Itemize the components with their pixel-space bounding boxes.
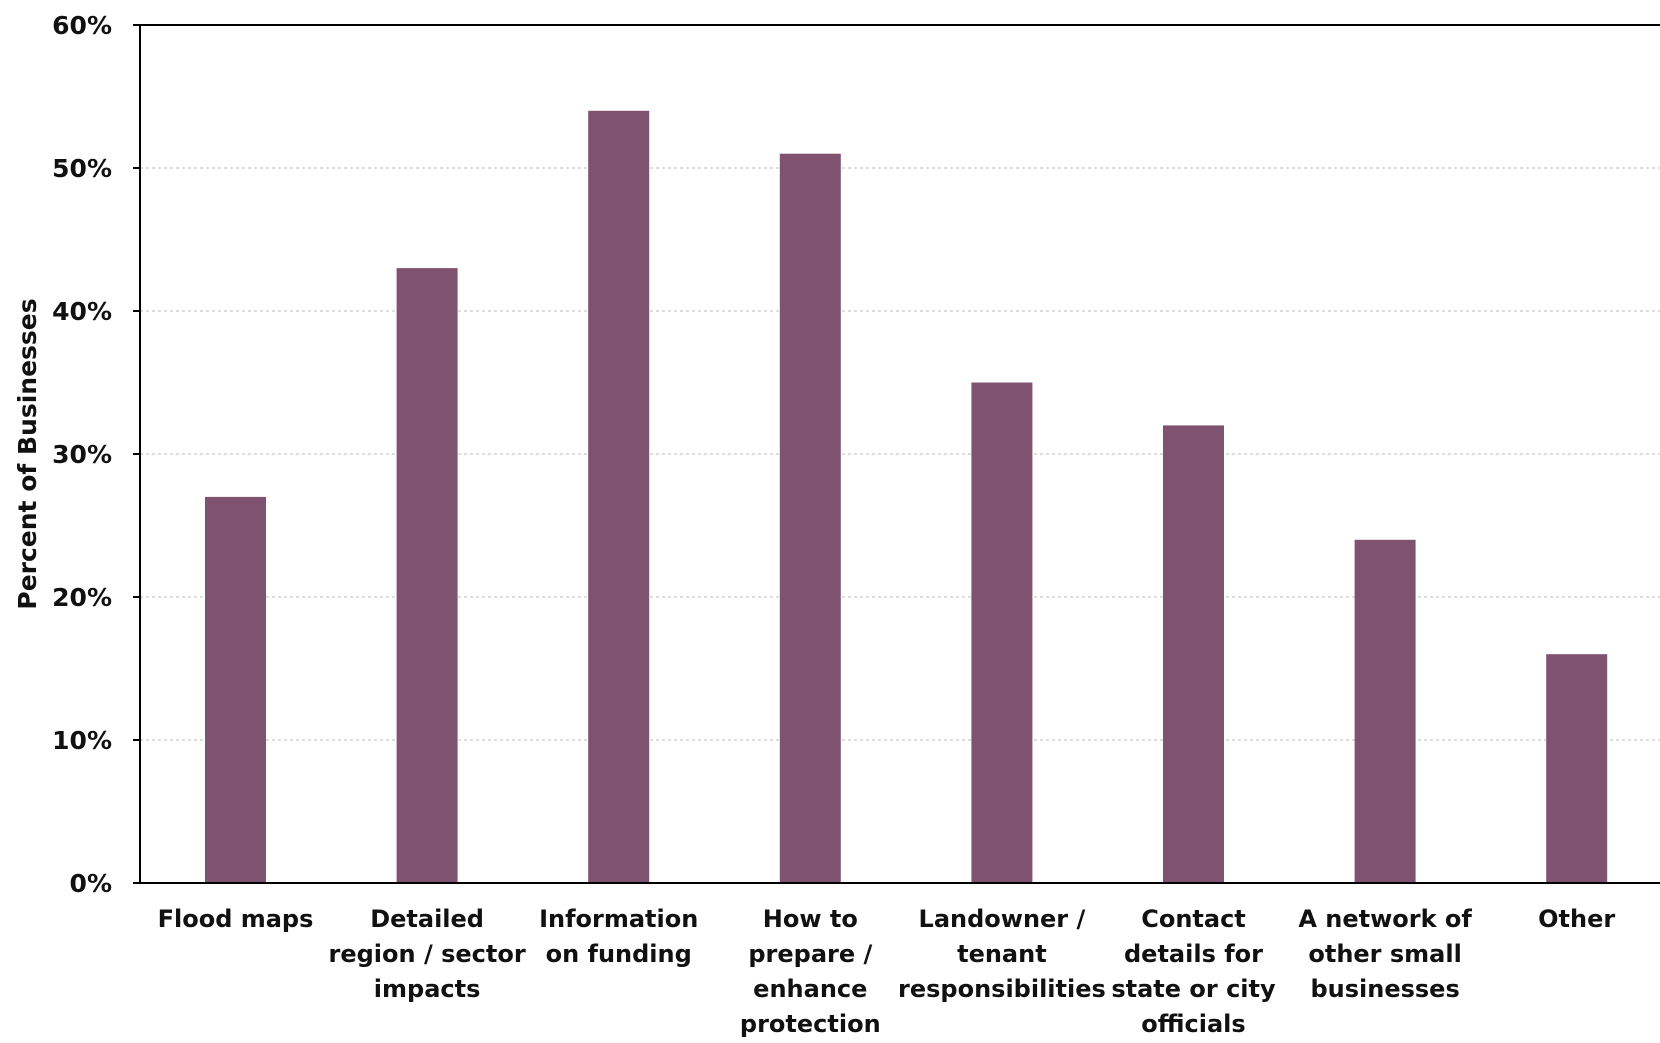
bar: [779, 153, 841, 883]
x-category-label-line: Contact: [1141, 905, 1246, 933]
x-category-label-line: Detailed: [370, 905, 484, 933]
bar: [588, 110, 650, 884]
x-category-label-line: tenant: [957, 940, 1047, 968]
x-category-label-line: businesses: [1310, 975, 1459, 1003]
x-category-label: Detailed region / sector impacts: [329, 905, 526, 1003]
bar: [1354, 539, 1416, 883]
x-category-label-line: region / sector: [329, 940, 526, 968]
y-tick-label: 20%: [52, 583, 112, 612]
x-category-label-line: Other: [1538, 905, 1615, 933]
y-tick-label: 10%: [52, 726, 112, 755]
y-axis-title: Percent of Businesses: [13, 298, 42, 609]
bar: [1546, 654, 1608, 883]
x-category-label: Contact details for state or city officials: [1111, 905, 1276, 1038]
bar: [1163, 425, 1224, 883]
x-category-label: How to prepare / enhance protection: [740, 905, 881, 1038]
x-category-label-line: responsibilities: [898, 975, 1106, 1003]
y-tick-label: 30%: [52, 440, 112, 469]
x-category-label-line: Flood maps: [158, 905, 314, 933]
x-category-label-line: A network of: [1298, 905, 1472, 933]
y-tick-label: 40%: [52, 297, 112, 326]
x-category-label-line: other small: [1308, 940, 1461, 968]
x-category-label-line: details for: [1124, 940, 1263, 968]
x-category-label-line: Landowner /: [919, 905, 1086, 933]
x-category-label: A network of other small businesses: [1298, 905, 1472, 1003]
x-category-label-line: prepare /: [748, 940, 872, 968]
bar: [971, 382, 1033, 883]
y-tick-label: 50%: [52, 154, 112, 183]
x-category-label-line: enhance: [753, 975, 867, 1003]
bars: [205, 110, 1608, 884]
x-category-label: Flood maps: [158, 905, 314, 933]
y-tick-label: 0%: [70, 869, 112, 898]
x-category-label-line: impacts: [374, 975, 481, 1003]
x-category-label-line: officials: [1141, 1010, 1245, 1038]
x-category-label: Information on funding: [539, 905, 698, 968]
x-category-label-line: How to: [763, 905, 858, 933]
x-category-label: Landowner / tenant responsibilities: [898, 905, 1106, 1003]
y-tick-label: 60%: [52, 11, 112, 40]
x-category-label-line: state or city: [1111, 975, 1276, 1003]
gridlines: [140, 167, 1660, 741]
x-category-label-line: on funding: [546, 940, 692, 968]
bar: [396, 268, 458, 884]
x-category-label: Other: [1538, 905, 1615, 933]
bar: [205, 496, 266, 883]
x-category-label-line: Information: [539, 905, 698, 933]
x-category-label-line: protection: [740, 1010, 881, 1038]
x-category-labels: Flood maps Detailed region / sector impacts…: [158, 905, 1616, 1038]
y-tick-labels: 0% 10% 20% 30% 40% 50% 60%: [52, 11, 140, 898]
